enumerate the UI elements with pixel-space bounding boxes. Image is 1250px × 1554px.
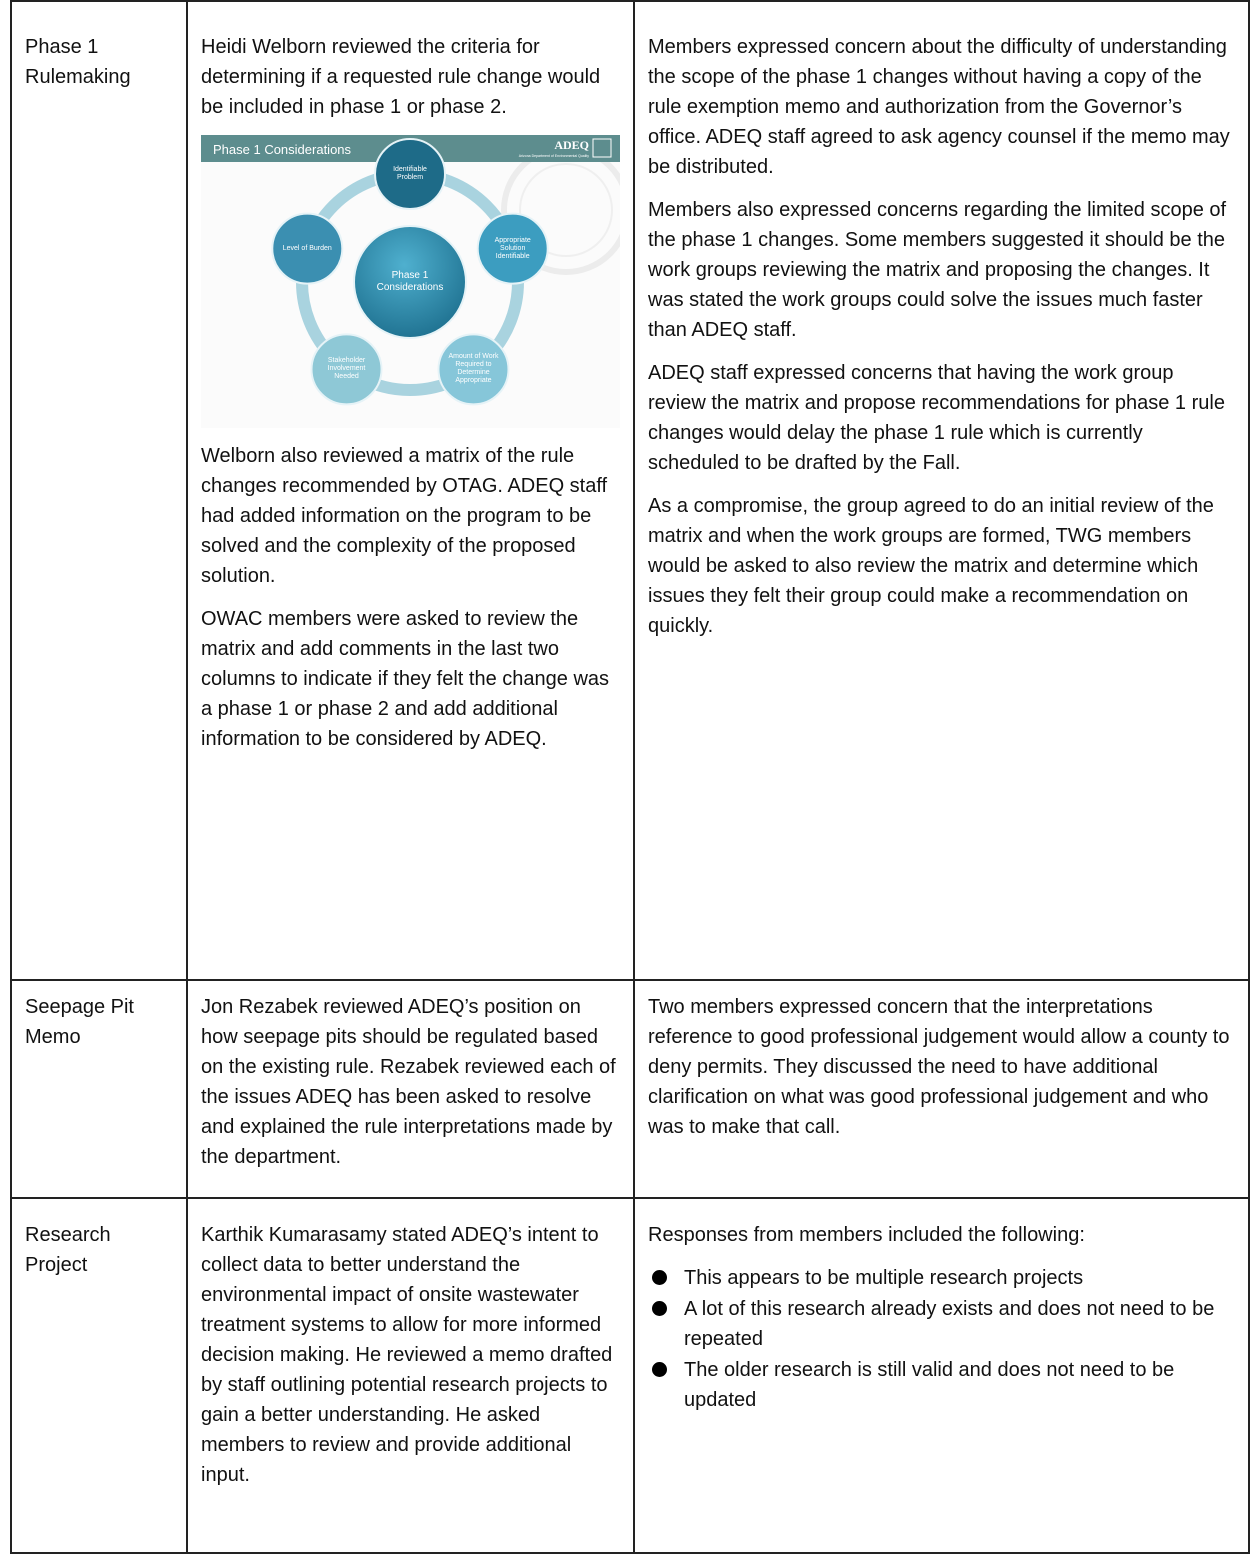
- bullet-text: The older research is still valid and do…: [684, 1359, 1175, 1411]
- bullet-dot: [652, 1362, 667, 1377]
- notes-table: Phase 1 Rulemaking Heidi Welborn reviewed…: [10, 0, 1250, 1554]
- center-label-box: Phase 1 Considerations: [376, 270, 444, 293]
- node-label: Stakeholder Involvement Needed: [327, 357, 366, 381]
- discussion-cell: Responses from members included the foll…: [633, 1197, 1250, 1554]
- bullet-item: The older research is still valid and do…: [648, 1355, 1236, 1415]
- topic: Research Project: [25, 1224, 111, 1276]
- node-label: Identifiable Problem: [393, 166, 427, 181]
- node-label-box: Identifiable Problem: [393, 166, 427, 181]
- bullet-text: This appears to be multiple research pro…: [684, 1267, 1084, 1289]
- topic-cell: Seepage Pit Memo: [10, 979, 188, 1199]
- topic: Seepage Pit Memo: [25, 996, 134, 1048]
- node-label: Appropriate Solution Identifiable: [494, 236, 531, 260]
- page: Meeting Notes Table {"table": {"rows": […: [10, 0, 1250, 1554]
- summary-paragraph: Welborn also reviewed a matrix of the ru…: [201, 445, 608, 587]
- outer-node: [310, 333, 383, 406]
- topic-cell: Research Project: [10, 1197, 188, 1554]
- discussion-paragraph: As a compromise, the group agreed to do …: [648, 495, 1214, 637]
- table-row: Phase 1 Rulemaking Heidi Welborn reviewed…: [10, 0, 1250, 981]
- node-label-box: Appropriate Solution Identifiable: [494, 236, 531, 260]
- outer-node: [374, 138, 446, 210]
- summary-cell: Karthik Kumarasamy stated ADEQ’s intent …: [186, 1197, 635, 1554]
- table-row: Seepage Pit Memo Jon Rezabek reviewed ADE…: [10, 979, 1250, 1199]
- outer-node: [271, 212, 344, 285]
- slide-figure: Phase 1 Considerations ADEQ Arizona Depart…: [201, 135, 620, 428]
- discussion-paragraph: Responses from members included the foll…: [648, 1224, 1085, 1246]
- logo-mark: [592, 138, 612, 158]
- discussion-paragraph: Two members expressed concern that the i…: [648, 996, 1230, 1138]
- node-label-box: Stakeholder Involvement Needed: [327, 357, 366, 381]
- discussion-cell: Two members expressed concern that the i…: [633, 979, 1250, 1199]
- bullet-dot: [652, 1301, 667, 1316]
- document: Phase 1 Rulemaking Heidi Welborn reviewed…: [10, 0, 1250, 1554]
- discussion-paragraph: Members expressed concern about the diff…: [648, 36, 1230, 178]
- topic: Phase 1 Rulemaking: [25, 36, 131, 88]
- node-label: Amount of Work Required to Determine App…: [448, 353, 499, 385]
- summary-cell: Jon Rezabek reviewed ADEQ’s position on …: [186, 979, 635, 1199]
- node-label-box: Level of Burden: [282, 244, 332, 252]
- summary-paragraph: Jon Rezabek reviewed ADEQ’s position on …: [201, 996, 616, 1168]
- table-row: Research Project Karthik Kumarasamy state…: [10, 1197, 1250, 1554]
- logo: ADEQ: [554, 138, 589, 152]
- summary-cell: Heidi Welborn reviewed the criteria for …: [186, 0, 635, 981]
- summary-paragraph: OWAC members were asked to review the ma…: [201, 608, 610, 750]
- summary-paragraph: Karthik Kumarasamy stated ADEQ’s intent …: [201, 1224, 613, 1486]
- discussion-paragraph: Members also expressed concerns regardin…: [648, 199, 1227, 341]
- discussion-cell: Members expressed concern about the diff…: [633, 0, 1250, 981]
- bullet-dot: [652, 1270, 667, 1285]
- outer-node: [476, 212, 549, 285]
- seal: [519, 163, 613, 257]
- summary-paragraph: Heidi Welborn reviewed the criteria for …: [201, 36, 601, 118]
- node-label-box: Amount of Work Required to Determine App…: [448, 353, 499, 385]
- bullet-text: A lot of this research already exists an…: [684, 1298, 1215, 1350]
- slide-header-text: Phase 1 Considerations: [213, 142, 352, 157]
- bullet-list: This appears to be multiple research pro…: [648, 1263, 1236, 1415]
- center-node: [353, 225, 467, 339]
- discussion-paragraph: ADEQ staff expressed concerns that havin…: [648, 362, 1225, 474]
- center-label: Phase 1 Considerations: [376, 270, 444, 293]
- logo-subtitle: Arizona Department of Environmental Qual…: [519, 154, 589, 158]
- table-body: Phase 1 Rulemaking Heidi Welborn reviewed…: [10, 0, 1250, 1554]
- topic-cell: Phase 1 Rulemaking: [10, 0, 188, 981]
- bullet-item: This appears to be multiple research pro…: [648, 1263, 1236, 1293]
- node-label: Level of Burden: [282, 244, 332, 252]
- outer-node: [437, 333, 510, 406]
- bullet-item: A lot of this research already exists an…: [648, 1294, 1236, 1354]
